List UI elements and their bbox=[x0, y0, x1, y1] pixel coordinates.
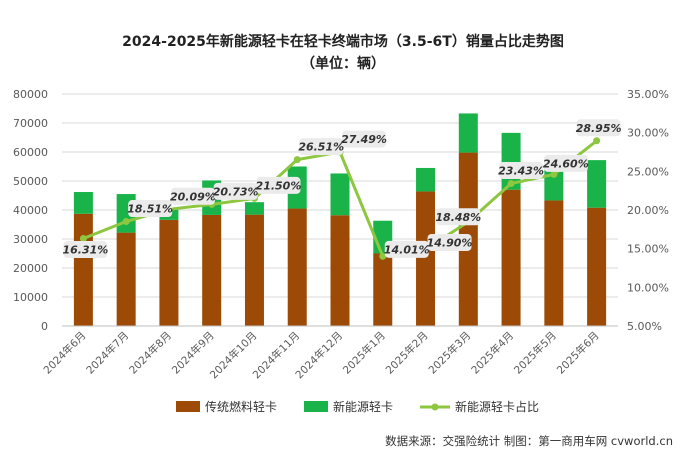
legend: 传统燃料轻卡 新能源轻卡 新能源轻卡占比 bbox=[176, 399, 539, 414]
x-tick-label: 2025年2月 bbox=[383, 329, 431, 377]
bar-new-energy bbox=[458, 113, 478, 153]
x-tick-label: 2024年7月 bbox=[84, 329, 132, 377]
bar-new-energy bbox=[416, 167, 436, 192]
ratio-data-label: 23.43% bbox=[498, 164, 544, 177]
ratio-label-bg bbox=[576, 119, 621, 137]
bar-conventional bbox=[330, 215, 350, 326]
ratio-label-bg bbox=[170, 187, 215, 205]
ratio-point bbox=[593, 137, 601, 145]
ratio-label-bg bbox=[499, 161, 544, 179]
y-right-tick-label: 5.00% bbox=[627, 320, 662, 333]
bar-conventional bbox=[501, 189, 521, 326]
y-right-tick-label: 20.00% bbox=[627, 204, 669, 217]
legend-label-ratio: 新能源轻卡占比 bbox=[455, 399, 539, 414]
bar-conventional bbox=[202, 214, 222, 326]
legend-swatch-conventional bbox=[176, 401, 200, 412]
legend-label-new-energy: 新能源轻卡 bbox=[333, 399, 393, 414]
y-right-tick-label: 10.00% bbox=[627, 281, 669, 294]
ratio-label-bg bbox=[256, 176, 301, 194]
ratio-point bbox=[122, 218, 130, 226]
x-tick-label: 2025年5月 bbox=[511, 329, 559, 377]
bar-conventional bbox=[373, 253, 393, 326]
ratio-label-bg bbox=[299, 138, 344, 156]
bar-conventional bbox=[244, 214, 264, 326]
bar-conventional bbox=[416, 191, 436, 326]
bar-conventional bbox=[587, 207, 607, 326]
ratio-line: 16.31% 18.51%20.09%20.73%21.50% 26.51%27.4… bbox=[62, 119, 622, 260]
ratio-label-bg bbox=[384, 240, 429, 258]
y-right-tick-label: 30.00% bbox=[627, 127, 669, 140]
ratio-point bbox=[379, 252, 387, 260]
bar-conventional bbox=[287, 208, 307, 326]
ratio-data-label: 14.01% bbox=[384, 243, 430, 256]
x-tick-label: 2024年9月 bbox=[169, 329, 217, 377]
y-left-tick-label: 50000 bbox=[13, 175, 48, 188]
bar-new-energy bbox=[73, 192, 93, 214]
x-tick-label: 2025年4月 bbox=[469, 329, 517, 377]
ratio-point bbox=[79, 235, 87, 243]
ratio-label-bg bbox=[543, 154, 588, 172]
bar-new-energy bbox=[244, 202, 264, 215]
ratio-data-label: 28.95% bbox=[576, 122, 622, 135]
ratio-label-bg bbox=[342, 130, 386, 148]
ratio-label-bg bbox=[427, 233, 472, 251]
x-tick-label: 2024年6月 bbox=[41, 329, 89, 377]
bar-new-energy bbox=[587, 160, 607, 208]
y-left-tick-label: 10000 bbox=[13, 291, 48, 304]
ratio-label-bg bbox=[436, 208, 481, 226]
bar-conventional bbox=[159, 219, 179, 326]
ratio-label-bg bbox=[213, 182, 258, 200]
legend-marker-ratio bbox=[431, 403, 439, 411]
x-tick-label: 2025年6月 bbox=[554, 329, 602, 377]
ratio-data-label: 20.73% bbox=[213, 185, 259, 198]
ratio-data-label: 18.51% bbox=[127, 203, 173, 216]
ratio-label-bg bbox=[128, 200, 173, 218]
ratio-data-label: 26.51% bbox=[298, 141, 344, 154]
x-tick-label: 2024年8月 bbox=[126, 329, 174, 377]
data-source-note: 数据来源：交强险统计 制图：第一商用车网 cvworld.cn bbox=[385, 434, 673, 448]
ratio-point bbox=[550, 170, 558, 178]
y-left-tick-label: 30000 bbox=[13, 233, 48, 246]
legend-label-conventional: 传统燃料轻卡 bbox=[205, 399, 277, 414]
ratio-data-label: 16.31% bbox=[62, 244, 108, 257]
y-left-tick-label: 40000 bbox=[13, 204, 48, 217]
bar-conventional bbox=[73, 213, 93, 326]
chart-title: 2024-2025年新能源轻卡在轻卡终端市场（3.5-6T）销量占比走势图 bbox=[122, 33, 564, 50]
ratio-point bbox=[293, 156, 301, 164]
y-right-tick-label: 35.00% bbox=[627, 88, 669, 101]
ratio-data-label: 18.48% bbox=[435, 211, 481, 224]
chart-subtitle: （单位：辆） bbox=[301, 55, 385, 72]
y-left-tick-label: 70000 bbox=[13, 117, 48, 130]
ratio-data-label: 21.50% bbox=[256, 179, 302, 192]
ratio-data-label: 27.49% bbox=[341, 133, 387, 146]
y-left-tick-label: 80000 bbox=[13, 88, 48, 101]
ratio-data-label: 24.60% bbox=[543, 157, 589, 170]
ratio-data-label: 14.90% bbox=[427, 236, 473, 249]
y-right-tick-label: 25.00% bbox=[627, 165, 669, 178]
bar-conventional bbox=[116, 232, 136, 326]
y-left-tick-label: 60000 bbox=[13, 146, 48, 159]
y-right-tick-label: 15.00% bbox=[627, 243, 669, 256]
ratio-point bbox=[507, 179, 515, 187]
ratio-data-label: 20.09% bbox=[170, 190, 216, 203]
ratio-label-bg bbox=[63, 241, 108, 259]
bar-new-energy bbox=[330, 173, 350, 216]
x-tick-label: 2025年3月 bbox=[426, 329, 474, 377]
y-left-tick-label: 0 bbox=[41, 320, 48, 333]
x-tick-label: 2025年1月 bbox=[340, 329, 388, 377]
y-left-tick-label: 20000 bbox=[13, 262, 48, 275]
legend-swatch-new-energy bbox=[304, 401, 328, 412]
bar-conventional bbox=[544, 200, 564, 326]
